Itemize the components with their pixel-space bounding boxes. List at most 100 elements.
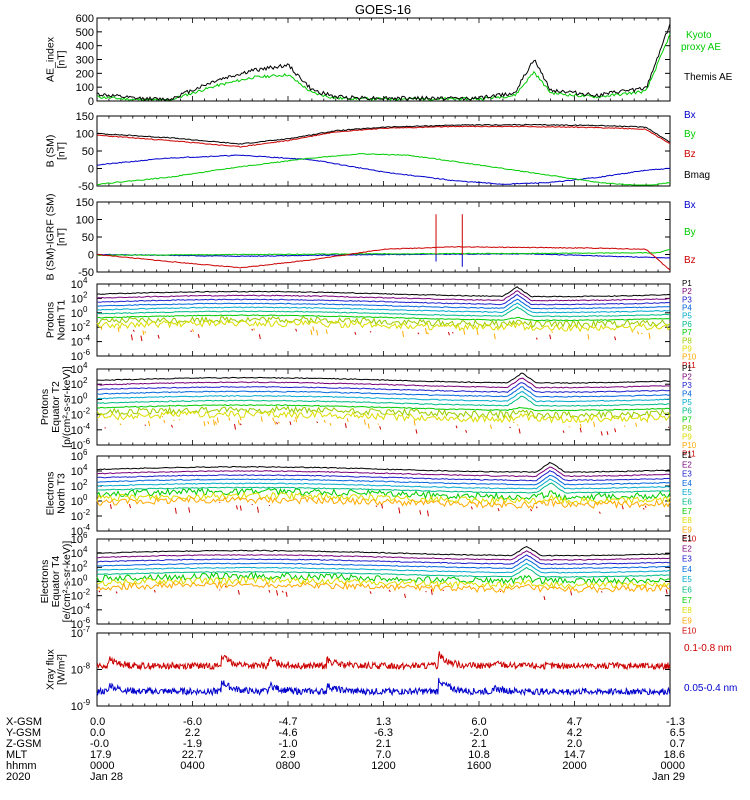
y-tick-label: 400 [76,41,94,53]
row-label-y-gsm: Y-GSM [6,727,41,739]
series-line-sparse [570,591,573,596]
series-line-sparse [644,505,647,508]
series-line-channel-9 [96,495,671,510]
series-line-sparse [379,426,382,430]
series-line-sparse [417,332,420,335]
ee-legend-e5: E5 [682,575,692,584]
row-value: 0800 [276,760,300,772]
y-tick-exponent: -2 [83,319,91,328]
series-line-channel-7 [96,314,671,322]
series-line-sparse [426,510,429,517]
series-line-channel-2 [96,466,671,478]
series-line-sparse [621,505,624,510]
y-tick-label: 0 [88,96,94,108]
y-tick-exponent: 0 [83,391,88,400]
series-line-sparse [239,417,242,421]
y-tick-label: 10 [71,293,83,305]
ee-legend-e9: E9 [682,616,692,625]
series-line-sparse [518,428,521,434]
row-value: 10.8 [468,749,489,761]
panel-electrons-equator: Electrons Equator T4 [e/(cm²-s-sr-keV)]10 6… [39,531,697,636]
series-line-channel-7 [96,487,671,502]
series-line-sparse [375,505,378,508]
series-line-bx [96,252,671,259]
series-line-sparse [239,505,242,511]
series-line-sparse [413,419,416,426]
panel-frame [96,368,671,446]
series-line-sparse [614,336,617,341]
en-legend-e6: E6 [682,498,692,507]
series-line-sparse [463,329,466,335]
series-line-sparse [115,591,118,594]
series-line-channel-2 [96,290,670,302]
y-axis-label: B (SM)-IGRF (SM) [45,194,57,281]
series-line-channel-5 [97,391,671,403]
legend-bx: Bx [684,200,696,211]
y-tick-label: 10 [71,410,83,422]
pn-legend-p8: P8 [682,336,692,345]
series-line-sparse [598,511,601,514]
row-value: 0.7 [670,738,685,750]
row-value: 22.7 [182,749,203,761]
series-line-kyoto-proxy-ae [96,33,671,101]
y-tick-exponent: 0 [83,305,88,314]
series-line-sparse [119,423,122,426]
series-line-sparse [635,422,638,427]
y-tick-label: 10 [71,628,83,640]
y-tick-label: 300 [76,55,94,67]
y-tick-exponent: 2 [83,559,88,568]
series-line-channel-3 [96,470,671,482]
series-line-sparse [130,334,133,341]
series-line-sparse [509,426,511,429]
y-tick-label: 10 [71,701,83,713]
series-line-sparse [587,334,590,340]
legend-bz: Bz [684,149,696,160]
row-value: -1.0 [279,738,298,750]
series-line-sparse [197,334,200,339]
series-line-sparse [579,427,582,433]
y-tick-label: 10 [71,337,83,349]
y-tick-exponent: 0 [83,493,88,502]
series-line-sparse [425,590,427,593]
series-line-channel-3 [96,382,671,394]
series-line-channel-5 [96,562,671,574]
y-tick-label: 10 [71,665,83,677]
series-line-channel-7 [96,404,671,412]
y-tick-exponent: -8 [83,662,91,671]
en-legend-e10: E10 [682,535,697,544]
pn-legend-p6: P6 [682,320,692,329]
ee-legend-e3: E3 [682,555,692,564]
y-tick-exponent: -4 [83,422,91,431]
row-value: -4.6 [279,727,298,739]
ee-legend-e1: E1 [682,534,692,543]
y-tick-label: 500 [76,27,94,39]
y-axis-label: [W/m²] [56,654,68,685]
series-line-channel-1 [96,372,671,384]
panel-frame [96,201,671,273]
series-line-sparse [346,418,349,423]
series-line-channel-1 [96,286,671,298]
panel-protons-equator: Protons Equator T2 [p/(cm²-s-sr-keV)]10 410… [39,361,697,458]
series-line-sparse [623,425,626,427]
pn-legend-p1: P1 [682,279,692,288]
series-line-channel-1 [96,461,671,473]
y-tick-exponent: 6 [83,531,88,540]
row-value: -2.0 [470,727,489,739]
y-tick-label: 150 [76,197,94,209]
y-tick-label: -50 [78,267,94,279]
y-tick-exponent: 4 [83,276,88,285]
series-line-sparse [237,589,240,595]
series-line-sparse [600,590,603,593]
row-label-hhmm: hhmm [6,760,37,772]
y-tick-label: 10 [71,279,83,291]
row-value: -6.3 [374,727,393,739]
row-value: 0000 [90,760,114,772]
row-value: 1600 [467,760,491,772]
series-line-sparse [425,327,428,334]
series-line-channel-6 [96,566,671,578]
series-line-sparse [234,423,237,430]
y-tick-label: 0 [88,164,94,176]
series-line-sparse [593,421,596,428]
pn-legend-p4: P4 [682,304,692,313]
legend-bz: Bz [684,255,696,266]
